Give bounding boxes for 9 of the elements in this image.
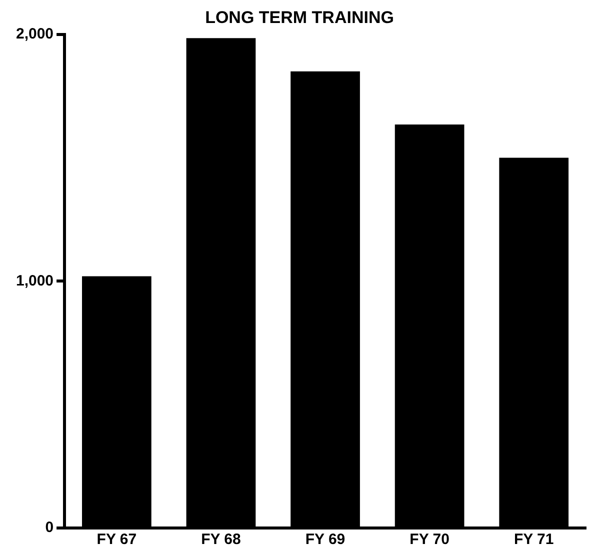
x-tick-label: FY 69	[305, 531, 346, 548]
x-tick-label: FY 71	[514, 531, 554, 548]
chart-title: LONG TERM TRAINING	[205, 8, 394, 27]
x-tick-label: FY 70	[410, 531, 450, 548]
y-tick-label: 2,000	[16, 26, 54, 43]
x-tick-label: FY 68	[201, 531, 241, 548]
y-tick-label: 0	[45, 519, 54, 536]
x-tick-label: FY 67	[96, 531, 137, 548]
y-tick-label: 1,000	[16, 272, 54, 290]
